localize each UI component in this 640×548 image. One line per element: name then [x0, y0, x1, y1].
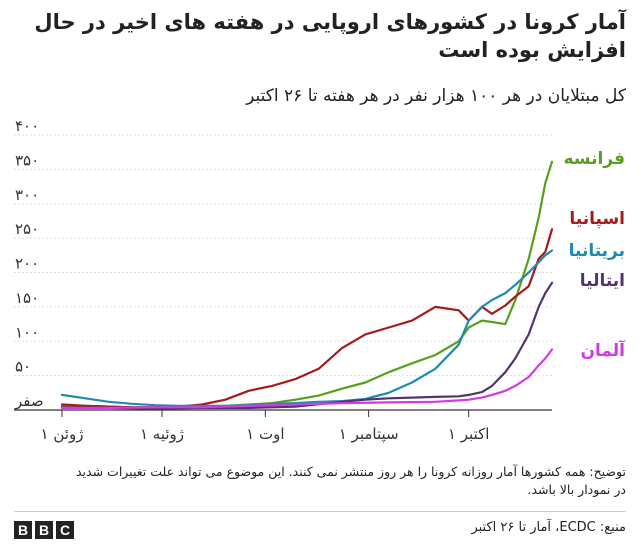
footnote: توضیح: همه کشورها آمار روزانه کرونا را ه…: [76, 464, 626, 497]
series-label-3: ایتالیا: [580, 271, 625, 291]
series-line-0: [60, 160, 554, 409]
series-label-4: آلمان: [580, 339, 626, 361]
x-tick-label: ۱ اوت: [246, 425, 284, 443]
chart-subtitle: کل مبتلایان در هر ۱۰۰ هزار نفر در هر هفت…: [246, 86, 626, 106]
gridlines: [14, 134, 552, 411]
footer-divider: [14, 511, 626, 512]
y-tick-label: ۳۵۰: [15, 151, 39, 169]
y-tick-label: ۱۰۰: [15, 323, 39, 341]
y-axis-ticks: صفر ۵۰ ۱۰۰ ۱۵۰ ۲۰۰ ۲۵۰ ۳۰۰ ۳۵۰ ۴۰۰: [14, 118, 44, 410]
source-text: منبع: ECDC، آمار تا ۲۶ اکتبر: [471, 520, 626, 535]
x-tick-label: ۱ ژوئیه: [140, 425, 184, 443]
y-tick-label: صفر: [14, 392, 44, 410]
x-axis-ticks: ۱ ژوئن ۱ ژوئیه ۱ اوت ۱ سپتامبر ۱ اکتبر: [41, 410, 489, 444]
bbc-logo: B B C: [14, 521, 74, 539]
y-tick-label: ۲۰۰: [15, 255, 39, 273]
x-tick-label: ۱ ژوئن: [41, 425, 84, 443]
x-tick-label: ۱ سپتامبر: [339, 425, 399, 444]
series-line-1: [60, 228, 554, 409]
x-tick-label: ۱ اکتبر: [448, 425, 489, 443]
y-tick-label: ۱۵۰: [15, 289, 39, 307]
y-tick-label: ۳۰۰: [15, 186, 39, 204]
series-line-2: [60, 249, 554, 407]
series-label-1: اسپانیا: [569, 209, 625, 229]
series-labels: فرانسه اسپانیا بریتانیا ایتالیا آلمان: [563, 149, 626, 361]
bbc-logo-letter: C: [56, 521, 74, 539]
y-tick-label: ۴۰۰: [15, 118, 39, 135]
bbc-logo-letter: B: [35, 521, 53, 539]
series-line-4: [60, 348, 554, 409]
chart-title: آمار کرونا در کشورهای اروپایی در هفته ها…: [34, 10, 626, 62]
line-chart: صفر ۵۰ ۱۰۰ ۱۵۰ ۲۰۰ ۲۵۰ ۳۰۰ ۳۵۰ ۴۰۰ ۱ ژوئن ۱ ژوئیه…: [14, 118, 626, 444]
series-lines: [60, 160, 554, 410]
y-tick-label: ۲۵۰: [15, 220, 39, 238]
y-tick-label: ۵۰: [15, 358, 31, 376]
series-label-0: فرانسه: [563, 149, 625, 169]
series-line-3: [60, 281, 554, 410]
series-label-2: بریتانیا: [569, 241, 625, 261]
bbc-logo-letter: B: [14, 521, 32, 539]
